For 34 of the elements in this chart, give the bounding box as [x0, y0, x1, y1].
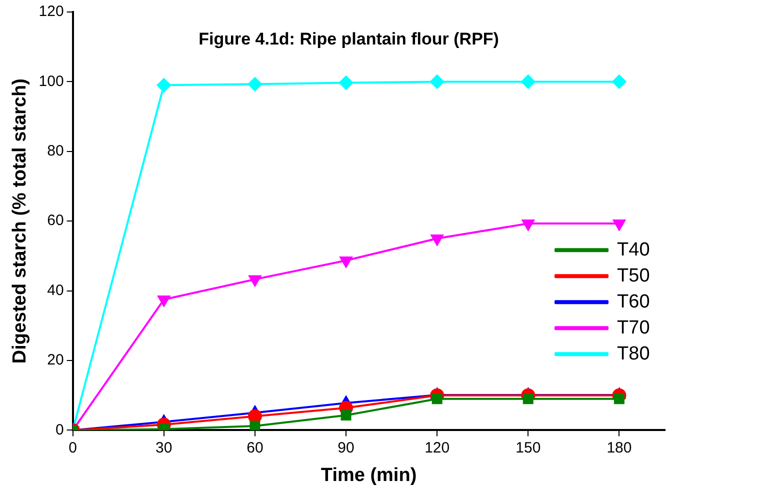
- y-tick-label: 100: [38, 72, 64, 90]
- legend-label: T50: [617, 265, 650, 286]
- x-tick-label: 150: [516, 439, 541, 456]
- point: [248, 409, 262, 424]
- x-axis-title: Time (min): [320, 464, 417, 486]
- point: [156, 78, 171, 92]
- y-tick-label: 40: [47, 282, 64, 299]
- y-tick-label: 20: [47, 352, 64, 369]
- point: [248, 77, 262, 92]
- point: [521, 74, 536, 89]
- y-tick-label: 80: [47, 142, 64, 160]
- point: [340, 256, 352, 268]
- legend-label: T80: [617, 343, 650, 364]
- legend-label: T40: [617, 239, 650, 260]
- x-tick-label: 60: [246, 439, 264, 456]
- y-tick-label: 0: [55, 421, 64, 438]
- legend-label: T70: [617, 317, 650, 338]
- x-tick-label: 120: [424, 439, 450, 456]
- point: [248, 275, 262, 286]
- point: [432, 394, 442, 404]
- point: [250, 420, 260, 430]
- x-tick-label: 180: [606, 439, 632, 456]
- text: Figure 4.1d: Ripe plantain flour (RPF): [198, 30, 499, 49]
- point: [612, 74, 626, 89]
- y-axis-title: Digested starch (% total starch): [10, 78, 31, 364]
- x-tick-label: 0: [68, 439, 77, 456]
- point: [339, 76, 354, 90]
- y-tick-label: 60: [47, 212, 64, 230]
- legend-label: T60: [617, 291, 650, 312]
- point: [340, 410, 352, 420]
- point: [430, 74, 444, 89]
- x-tick-label: 90: [338, 439, 354, 456]
- y-tick-label: 120: [38, 3, 64, 20]
- x-tick-label: 30: [156, 439, 172, 456]
